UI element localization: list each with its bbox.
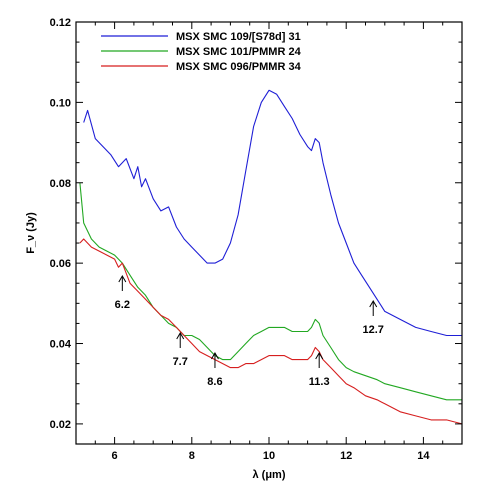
annotation-layer: 6.2 7.7 8.6 11.3 12.7 <box>115 275 384 388</box>
x-tick-label: 14 <box>417 450 430 462</box>
annotation-arrow-head <box>315 352 324 360</box>
legend-label: MSX SMC 101/PMMR 24 <box>176 46 302 58</box>
y-tick-label: 0.10 <box>50 97 71 109</box>
annotation-arrow-head <box>176 332 185 340</box>
legend-label: MSX SMC 109/[S78d] 31 <box>176 31 301 43</box>
axes: 6 8 10 12 14 0.02 0.04 0.06 0.08 0.10 0.12 <box>50 17 463 462</box>
legend-entry: MSX SMC 096/PMMR 34 <box>101 61 302 73</box>
x-axis-title: λ (μm) <box>252 469 285 481</box>
x-tick-label: 8 <box>189 450 195 462</box>
feature-annotation: 12.7 <box>363 300 384 336</box>
series-line-3 <box>79 238 463 425</box>
legend-entry: MSX SMC 101/PMMR 24 <box>101 46 302 58</box>
annotation-arrow-head <box>369 300 378 308</box>
y-tick-label: 0.12 <box>50 17 71 29</box>
legend: MSX SMC 109/[S78d] 31 MSX SMC 101/PMMR 24… <box>101 31 302 73</box>
y-tick-label: 0.08 <box>50 178 71 190</box>
feature-annotation: 6.2 <box>115 275 130 311</box>
x-tick-label: 6 <box>112 450 118 462</box>
series-line-2 <box>79 182 462 401</box>
annotation-label: 11.3 <box>309 376 330 388</box>
y-tick-label: 0.02 <box>50 419 71 431</box>
plot-frame <box>75 21 463 445</box>
annotation-arrow-head <box>118 275 127 283</box>
feature-annotation: 7.7 <box>173 332 188 368</box>
annotation-label: 7.7 <box>173 356 188 368</box>
series-line-1 <box>83 89 462 337</box>
legend-label: MSX SMC 096/PMMR 34 <box>176 61 302 73</box>
annotation-label: 6.2 <box>115 299 130 311</box>
annotation-arrow-head <box>211 352 219 360</box>
x-tick-label: 12 <box>340 450 352 462</box>
feature-annotation: 8.6 <box>207 352 223 388</box>
series-layer <box>79 89 463 425</box>
annotation-label: 8.6 <box>207 376 222 388</box>
y-axis-title: F_ν (Jy) <box>25 212 37 254</box>
y-tick-label: 0.04 <box>50 339 72 351</box>
feature-annotation: 11.3 <box>309 352 330 388</box>
annotation-label: 12.7 <box>363 324 384 336</box>
x-tick-label: 10 <box>263 450 275 462</box>
y-tick-label: 0.06 <box>50 258 71 270</box>
legend-entry: MSX SMC 109/[S78d] 31 <box>101 31 301 43</box>
